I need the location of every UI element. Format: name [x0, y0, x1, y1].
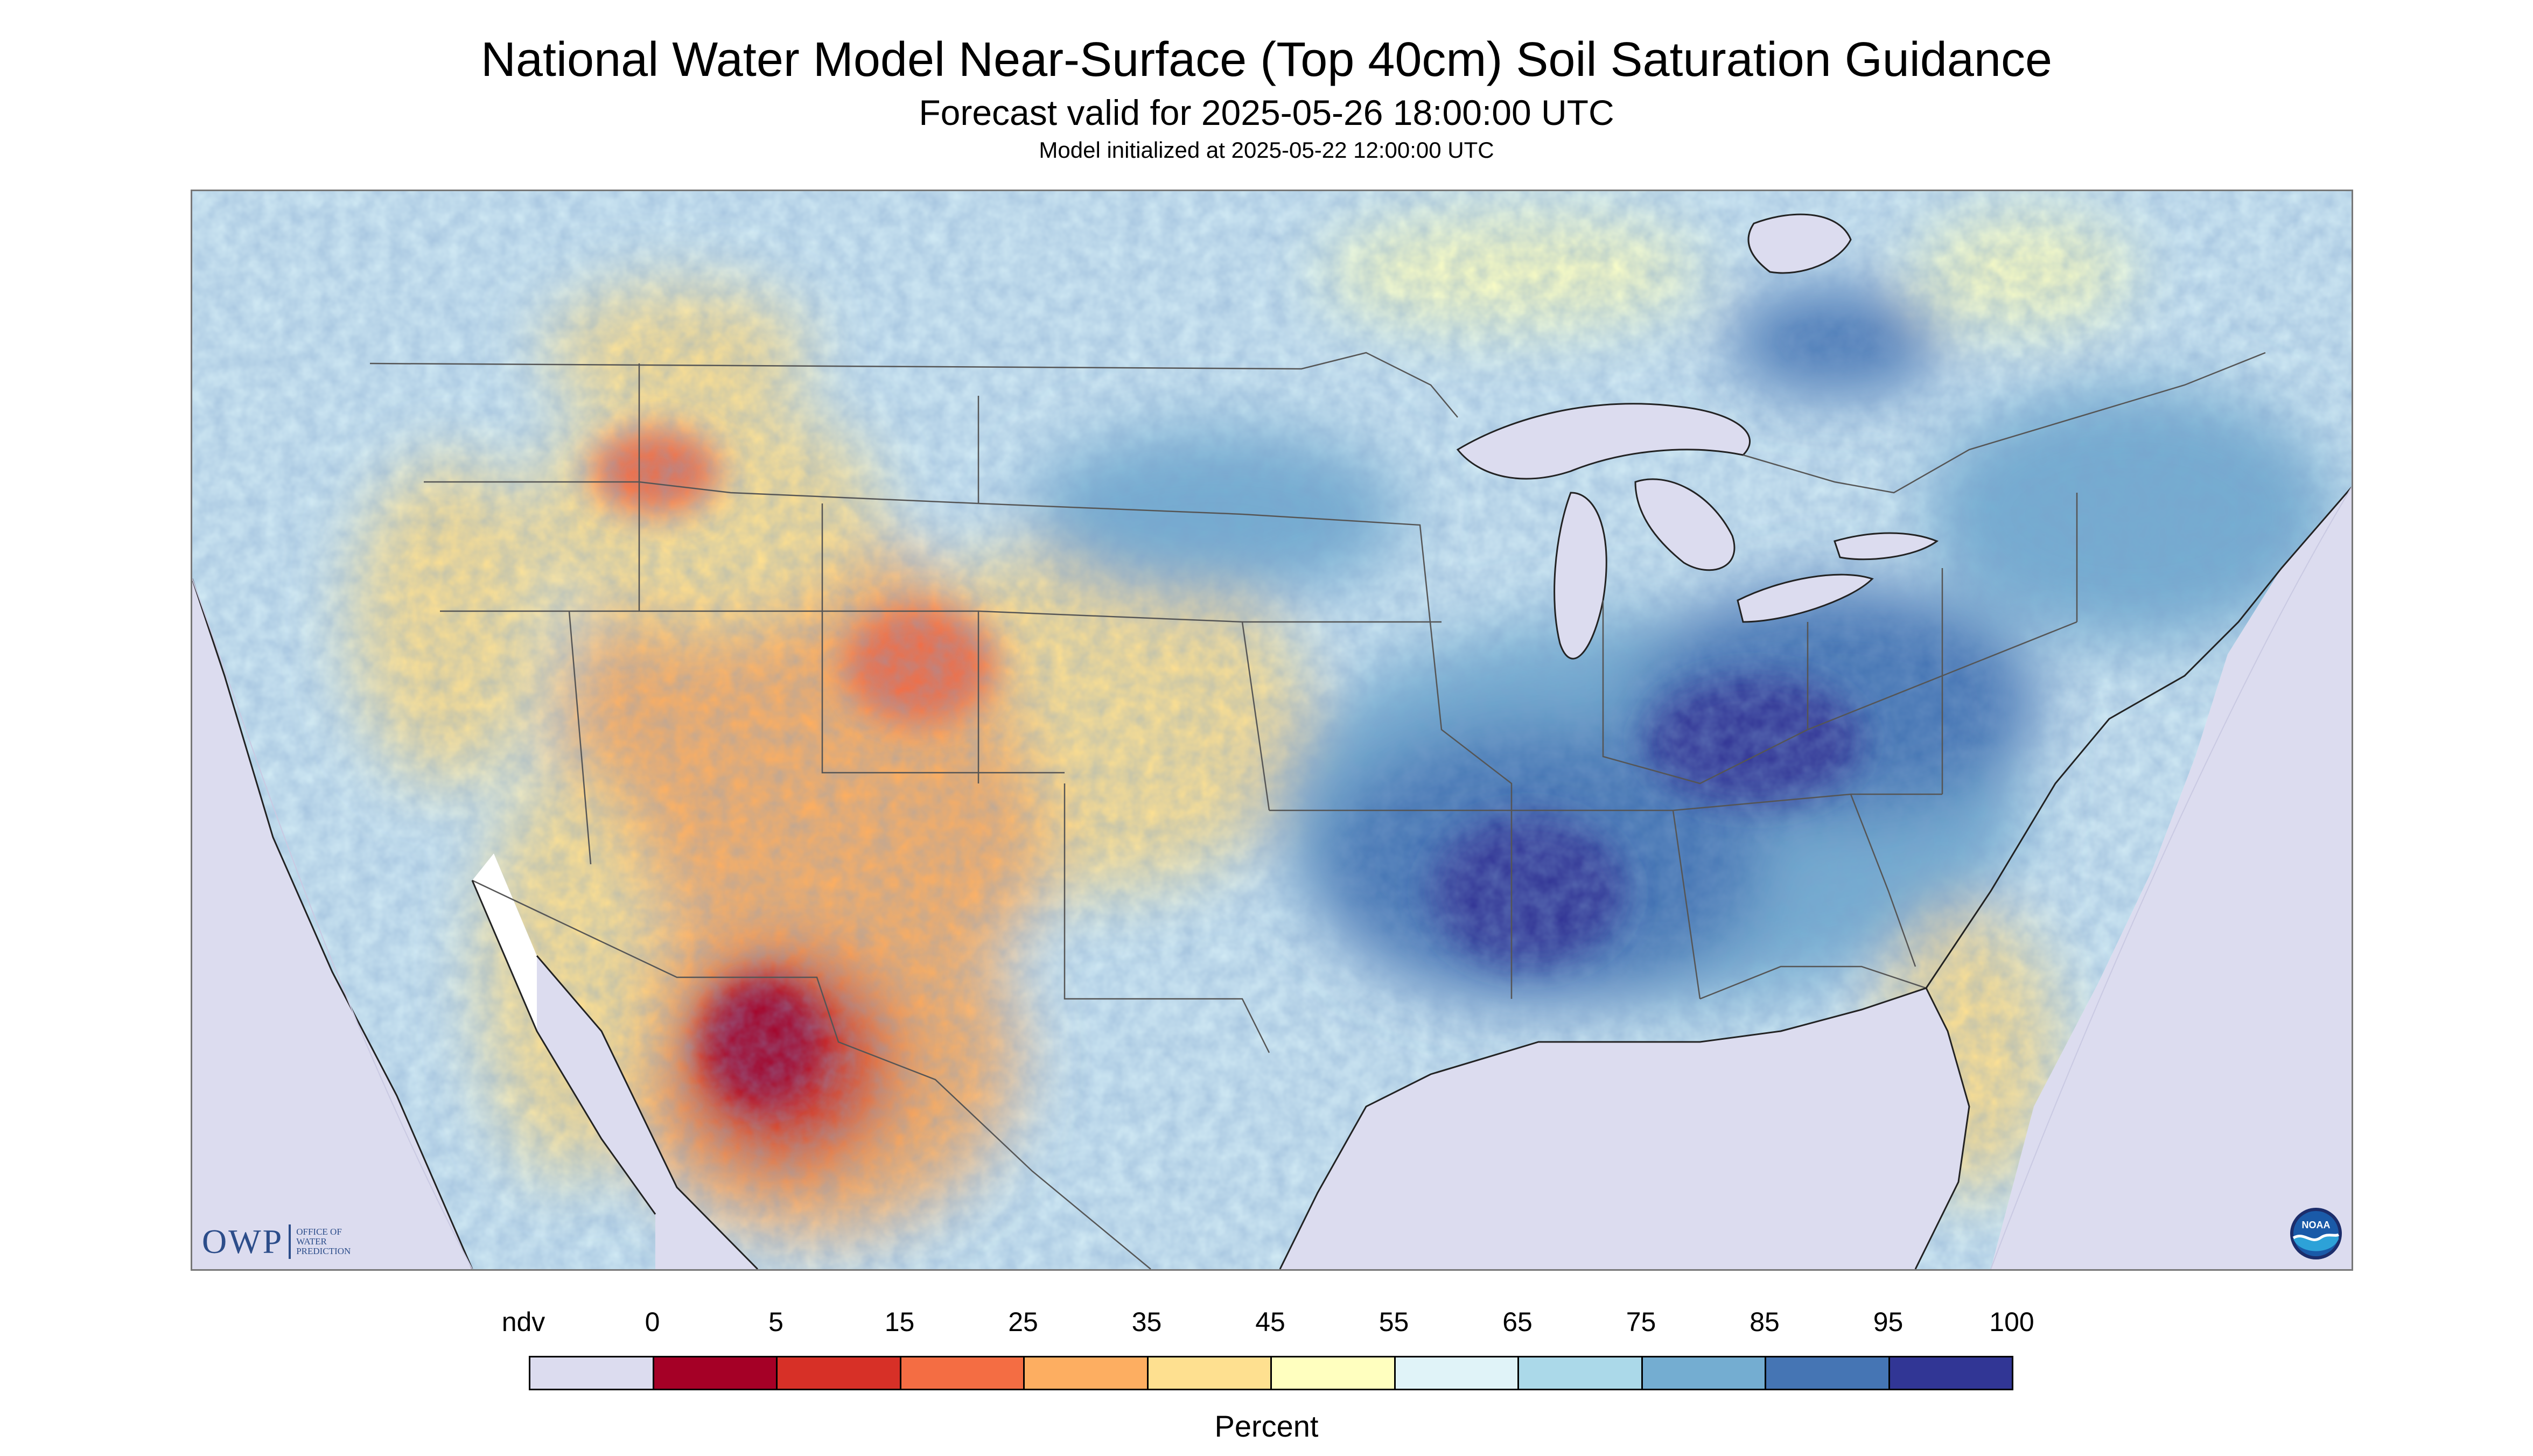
great-lakes	[1456, 213, 1939, 660]
legend-swatch	[1765, 1356, 1890, 1390]
legend-label: 100	[1989, 1307, 2034, 1337]
coastlines	[192, 487, 2352, 1269]
map-subtitle: Forecast valid for 2025-05-26 18:00:00 U…	[919, 93, 1614, 132]
legend-swatch	[652, 1356, 778, 1390]
legend-swatch	[1270, 1356, 1396, 1390]
gulf-of-mexico	[1280, 988, 1969, 1269]
legend-label: 65	[1502, 1307, 1533, 1337]
legend-swatch	[899, 1356, 1025, 1390]
owp-logo-text: OFFICE OF WATER PREDICTION	[296, 1227, 351, 1256]
legend-label: 5	[768, 1307, 783, 1337]
svg-text:NOAA: NOAA	[2302, 1220, 2331, 1230]
map-canvas	[192, 191, 2352, 1269]
legend-swatch	[1146, 1356, 1272, 1390]
nodata-west	[192, 579, 472, 1269]
nodata-east	[1991, 487, 2352, 1269]
saturation-field	[192, 191, 2352, 1269]
legend-label: 85	[1750, 1307, 1780, 1337]
legend-swatch	[1023, 1356, 1149, 1390]
legend-label: 0	[645, 1307, 660, 1337]
legend-label: ndv	[501, 1307, 545, 1337]
legend-swatch	[529, 1356, 654, 1390]
legend-unit: Percent	[1214, 1409, 1319, 1443]
legend-label: 35	[1131, 1307, 1162, 1337]
legend-swatch	[1641, 1356, 1766, 1390]
legend-swatch	[1888, 1356, 2013, 1390]
legend-label: 55	[1379, 1307, 1409, 1337]
owp-logo: OWP OFFICE OF WATER PREDICTION	[202, 1222, 351, 1262]
legend-label: 75	[1626, 1307, 1656, 1337]
soil-saturation-map: OWP OFFICE OF WATER PREDICTION NOAA	[191, 190, 2353, 1271]
legend-label: 25	[1008, 1307, 1038, 1337]
legend-label: 95	[1873, 1307, 1904, 1337]
gulf-of-california	[537, 956, 758, 1269]
map-title: National Water Model Near-Surface (Top 4…	[480, 33, 2052, 87]
noaa-logo: NOAA	[2290, 1208, 2342, 1259]
legend-swatch	[1517, 1356, 1643, 1390]
legend-label: 15	[884, 1307, 915, 1337]
model-init-line: Model initialized at 2025-05-22 12:00:00…	[1039, 137, 1494, 163]
legend-label: 45	[1255, 1307, 1285, 1337]
political-boundaries	[369, 352, 2266, 1269]
owp-logo-mark: OWP	[202, 1222, 284, 1261]
legend-swatch	[776, 1356, 901, 1390]
legend-swatch	[1394, 1356, 1519, 1390]
